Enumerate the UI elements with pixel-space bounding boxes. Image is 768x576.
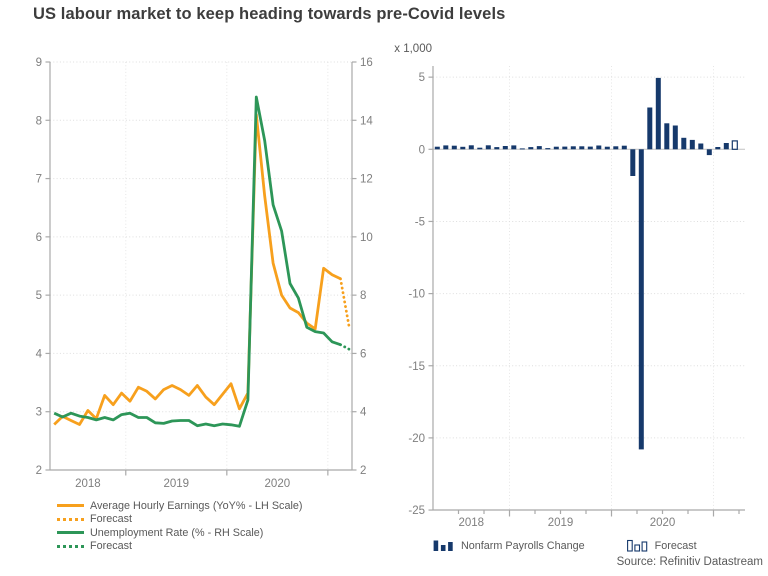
payrolls-bar bbox=[494, 147, 500, 150]
payrolls-bar bbox=[536, 146, 542, 150]
dotted-line-swatch-icon bbox=[57, 517, 84, 521]
axis-tick-label: 7 bbox=[36, 174, 42, 186]
axis-tick-label: 2018 bbox=[458, 517, 484, 529]
axis-tick-label: 6 bbox=[36, 232, 42, 244]
axis-tick-label: -10 bbox=[408, 289, 425, 301]
outlined-bars-icon bbox=[626, 539, 647, 552]
unit-label: x 1,000 bbox=[394, 43, 432, 55]
legend-item: Unemployment Rate (% - RH Scale) bbox=[57, 526, 302, 540]
series-green-dotted bbox=[339, 343, 351, 351]
payrolls-bar bbox=[655, 77, 661, 150]
axis-tick-label: 8 bbox=[36, 115, 42, 127]
payrolls-bar bbox=[485, 145, 491, 150]
axis-tick-label: 2 bbox=[36, 465, 42, 477]
series-orange-solid bbox=[53, 113, 342, 426]
payrolls-bar bbox=[604, 146, 610, 150]
left-chart-legend: Average Hourly Earnings (YoY% - LH Scale… bbox=[57, 499, 302, 553]
payrolls-bar bbox=[451, 145, 457, 150]
payrolls-bar bbox=[647, 107, 653, 150]
payrolls-bar bbox=[587, 146, 593, 150]
payrolls-bar bbox=[613, 146, 619, 150]
series-green-solid bbox=[53, 95, 341, 428]
dotted-line-swatch-icon bbox=[57, 544, 84, 548]
payrolls-bar bbox=[553, 146, 559, 150]
payrolls-bar bbox=[698, 143, 704, 150]
payrolls-bar bbox=[689, 139, 695, 150]
payrolls-bar bbox=[434, 146, 440, 150]
legend-label: Forecast bbox=[90, 513, 133, 526]
axis-tick-label: 9 bbox=[36, 57, 42, 69]
payrolls-bar bbox=[723, 143, 729, 150]
payrolls-bar bbox=[706, 149, 712, 156]
axis-tick-label: -25 bbox=[408, 505, 425, 517]
payrolls-bar bbox=[630, 149, 636, 176]
axis-tick-label: -20 bbox=[408, 433, 425, 445]
payrolls-bar bbox=[528, 147, 534, 150]
payrolls-bar bbox=[477, 147, 483, 150]
axis-tick-label: 8 bbox=[360, 290, 366, 302]
payrolls-bar bbox=[579, 146, 585, 150]
axis-tick-label: 4 bbox=[36, 348, 43, 360]
payrolls-bar bbox=[596, 145, 602, 150]
line-swatch-icon bbox=[57, 531, 84, 535]
axis-tick-label: 3 bbox=[36, 407, 42, 419]
legend-label: Nonfarm Payrolls Change bbox=[461, 539, 585, 552]
axis-tick-label: 2019 bbox=[548, 517, 574, 529]
axis-tick-label: 2020 bbox=[650, 517, 676, 529]
payrolls-bar bbox=[672, 125, 678, 150]
payrolls-bar bbox=[562, 146, 568, 150]
axis-tick-label: 14 bbox=[360, 115, 373, 127]
payrolls-bar bbox=[443, 145, 449, 150]
payrolls-bar bbox=[460, 146, 466, 150]
legend-label: Average Hourly Earnings (YoY% - LH Scale… bbox=[90, 499, 303, 512]
payrolls-bar bbox=[715, 147, 721, 150]
axis-tick-label: 2 bbox=[360, 465, 366, 477]
axis-tick-label: 10 bbox=[360, 232, 373, 244]
axis-tick-label: 4 bbox=[360, 407, 367, 419]
axis-tick-label: 16 bbox=[360, 57, 373, 69]
series-orange-dotted bbox=[339, 277, 351, 327]
legend-item: Forecast bbox=[57, 540, 302, 554]
forecast-bar bbox=[731, 140, 738, 150]
axis-tick-label: 2018 bbox=[75, 478, 101, 490]
page-title: US labour market to keep heading towards… bbox=[33, 5, 506, 23]
axis-tick-label: 12 bbox=[360, 174, 373, 186]
axis-tick-label: -15 bbox=[408, 361, 425, 373]
payrolls-bar bbox=[468, 145, 474, 150]
payrolls-bar bbox=[570, 146, 576, 150]
filled-bars-icon bbox=[433, 540, 453, 551]
payrolls-bar bbox=[511, 145, 517, 150]
axis-tick-label: 0 bbox=[419, 144, 425, 156]
right-chart-legend: Nonfarm Payrolls Change Forecast bbox=[433, 539, 697, 552]
left-chart: 9 8 7 6 5 4 3 2 16 14 12 10 8 6 4 2 2018 2019 2020 bbox=[36, 57, 374, 490]
legend-item: Average Hourly Earnings (YoY% - LH Scale… bbox=[57, 499, 302, 513]
axis-tick-label: 6 bbox=[360, 348, 366, 360]
legend-item: Forecast bbox=[57, 513, 302, 527]
right-chart: x 1,000 5 0 -5 -10 -15 -20 -25 2018 2019 2020 bbox=[394, 43, 745, 529]
legend-label: Forecast bbox=[90, 540, 133, 553]
payrolls-bar bbox=[638, 149, 644, 450]
axis-tick-label: 2019 bbox=[164, 478, 190, 490]
axis-tick-label: -5 bbox=[415, 216, 425, 228]
axis-tick-label: 2020 bbox=[265, 478, 291, 490]
payrolls-bar bbox=[681, 137, 687, 150]
legend-label: Unemployment Rate (% - RH Scale) bbox=[90, 526, 264, 539]
line-swatch-icon bbox=[57, 504, 84, 508]
legend-label: Forecast bbox=[654, 539, 697, 552]
payrolls-bar bbox=[502, 146, 508, 150]
payrolls-bar bbox=[621, 145, 627, 150]
payrolls-bar bbox=[519, 148, 525, 150]
payrolls-bar bbox=[664, 123, 670, 150]
axis-tick-label: 5 bbox=[419, 72, 425, 84]
source-note: Source: Refinitiv Datastream bbox=[616, 556, 763, 568]
axis-tick-label: 5 bbox=[36, 290, 42, 302]
payrolls-bar bbox=[545, 148, 551, 150]
